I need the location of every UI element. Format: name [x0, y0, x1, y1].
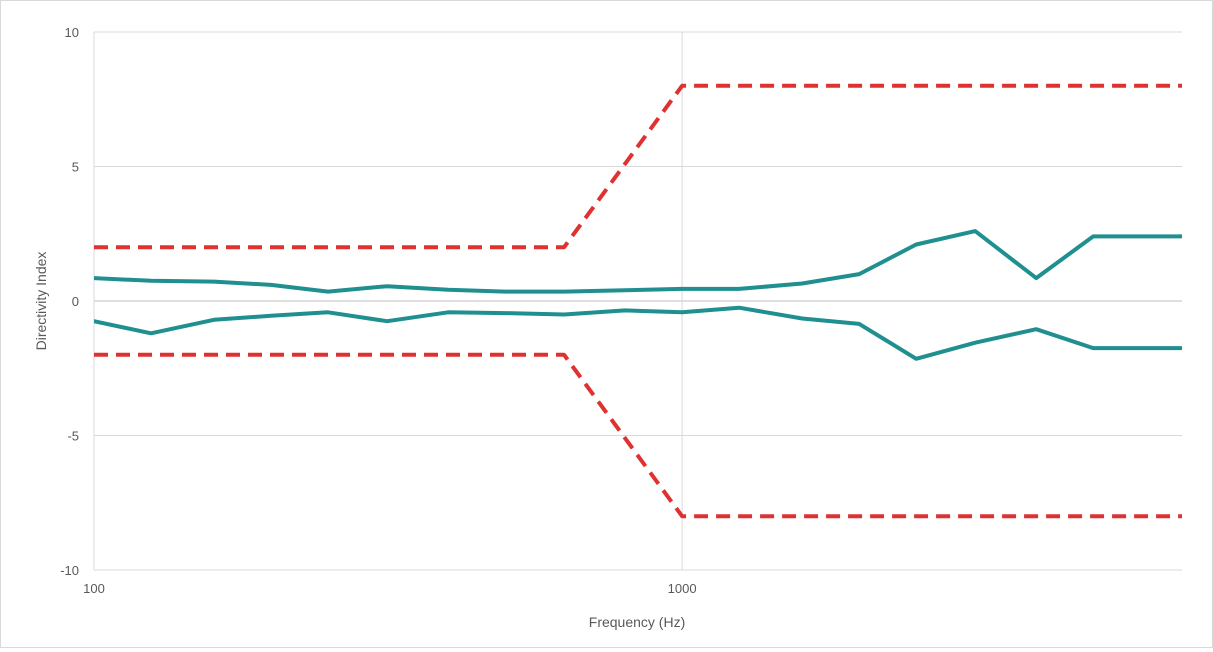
y-tick-label: -5 [67, 429, 79, 444]
x-tick-label: 1000 [668, 581, 697, 596]
directivity-line-2 [94, 229, 1182, 294]
y-tick-label: 0 [72, 294, 79, 309]
series-layer [94, 83, 1182, 519]
y-axis-title: Directivity Index [33, 252, 49, 351]
y-tick-label: 10 [65, 25, 79, 40]
y-tick-label: 5 [72, 160, 79, 175]
x-tick-label: 100 [83, 581, 105, 596]
x-axis-title: Frequency (Hz) [589, 614, 685, 630]
directivity-line-3 [94, 305, 1182, 361]
y-tick-label: -10 [60, 563, 79, 578]
tick-layer: -10 -5 0 5 10 100 1000 [60, 25, 696, 596]
grid-layer [93, 31, 1182, 571]
